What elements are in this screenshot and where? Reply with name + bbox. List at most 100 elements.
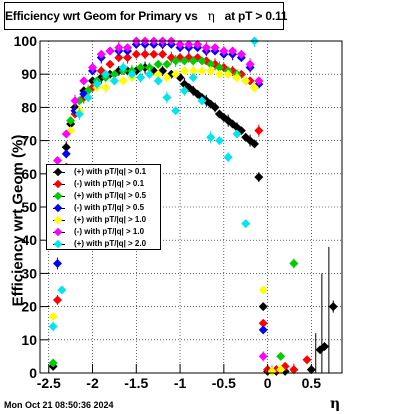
data-point bbox=[214, 69, 224, 79]
data-point bbox=[249, 82, 259, 92]
data-point bbox=[53, 295, 63, 305]
legend-marker bbox=[53, 179, 63, 189]
x-tick-label: -2.5 bbox=[37, 375, 61, 391]
data-point bbox=[96, 49, 106, 59]
x-tick-label: -1.5 bbox=[124, 375, 148, 391]
legend-entry: (+) with pT/|q| > 1.0 bbox=[47, 215, 160, 227]
data-point bbox=[302, 355, 312, 365]
data-point bbox=[153, 59, 163, 69]
data-point bbox=[241, 219, 251, 229]
legend: (+) with pT/|q| > 0.1 (-) with pT/|q| > 0… bbox=[46, 164, 161, 250]
legend-entry: (+) with pT/|q| > 0.5 bbox=[47, 191, 160, 203]
data-point bbox=[188, 73, 198, 83]
data-point bbox=[114, 43, 124, 53]
data-point bbox=[193, 39, 203, 49]
legend-label: (-) with pT/|q| > 0.1 bbox=[74, 179, 145, 188]
y-tick-label: 70 bbox=[21, 133, 37, 149]
legend-marker bbox=[53, 227, 63, 237]
data-point bbox=[184, 39, 194, 49]
data-point bbox=[210, 43, 220, 53]
data-point bbox=[232, 73, 242, 83]
data-point bbox=[219, 46, 229, 56]
data-point bbox=[48, 358, 58, 368]
data-point bbox=[171, 106, 181, 116]
title-prefix: Efficiency wrt Geom for Primary vs bbox=[5, 9, 198, 23]
y-axis-label: Efficiency wrt Geom (%) bbox=[9, 134, 27, 307]
y-tick-label: 100 bbox=[14, 33, 38, 49]
data-point bbox=[254, 172, 264, 182]
legend-entry: (+) with pT/|q| > 0.1 bbox=[47, 167, 160, 179]
data-point bbox=[79, 76, 89, 86]
data-point bbox=[144, 69, 154, 79]
legend-marker bbox=[53, 167, 63, 177]
data-point bbox=[228, 46, 238, 56]
data-point bbox=[171, 69, 181, 79]
data-point bbox=[144, 63, 154, 73]
data-point bbox=[179, 56, 189, 66]
data-point bbox=[258, 325, 268, 335]
y-tick-label: 40 bbox=[21, 232, 37, 248]
legend-label: (+) with pT/|q| > 1.0 bbox=[74, 215, 147, 224]
data-point bbox=[105, 46, 115, 56]
data-point bbox=[236, 49, 246, 59]
data-point bbox=[223, 69, 233, 79]
data-point bbox=[162, 59, 172, 69]
data-point bbox=[175, 39, 185, 49]
data-point bbox=[48, 322, 58, 332]
data-point bbox=[206, 59, 216, 69]
data-point bbox=[188, 56, 198, 66]
data-point bbox=[197, 96, 207, 106]
data-point bbox=[201, 43, 211, 53]
y-tick-label: 80 bbox=[21, 99, 37, 115]
data-point bbox=[123, 53, 133, 63]
data-point bbox=[101, 82, 111, 92]
y-tick-label: 0 bbox=[29, 365, 37, 381]
data-point bbox=[105, 59, 115, 69]
data-point bbox=[276, 365, 286, 375]
legend-entry: (-) with pT/|q| > 0.1 bbox=[47, 179, 160, 191]
data-point bbox=[118, 76, 128, 86]
data-point bbox=[258, 302, 268, 312]
chart-title: Efficiency wrt Geom for Primary vs η at pT… bbox=[5, 9, 287, 23]
data-point bbox=[223, 152, 233, 162]
x-tick-label: -1 bbox=[174, 375, 187, 391]
data-point bbox=[232, 129, 242, 139]
data-point bbox=[48, 312, 58, 322]
data-point bbox=[258, 351, 268, 361]
legend-label: (-) with pT/|q| > 1.0 bbox=[74, 227, 145, 236]
data-point bbox=[61, 149, 71, 159]
y-tick-label: 60 bbox=[21, 166, 37, 182]
x-tick-label: 0 bbox=[264, 375, 272, 391]
y-tick-label: 50 bbox=[21, 199, 37, 215]
data-point bbox=[131, 49, 141, 59]
data-point bbox=[258, 318, 268, 328]
data-point bbox=[214, 136, 224, 146]
y-tick-label: 90 bbox=[21, 66, 37, 82]
legend-marker bbox=[53, 203, 63, 213]
y-tick-label: 10 bbox=[21, 332, 37, 348]
title-box: Efficiency wrt Geom for Primary vs η at pT… bbox=[4, 2, 287, 30]
title-suffix: at pT > 0.11 bbox=[224, 9, 288, 23]
data-point bbox=[245, 59, 255, 69]
data-point bbox=[179, 66, 189, 76]
data-point bbox=[249, 139, 259, 149]
data-point bbox=[149, 49, 159, 59]
data-point bbox=[101, 69, 111, 79]
legend-entry: (-) with pT/|q| > 1.0 bbox=[47, 227, 160, 239]
legend-label: (+) with pT/|q| > 0.1 bbox=[74, 167, 147, 176]
data-point bbox=[123, 43, 133, 53]
data-point bbox=[179, 86, 189, 96]
data-point bbox=[289, 258, 299, 268]
data-point bbox=[254, 126, 264, 136]
data-point bbox=[232, 122, 242, 132]
data-point bbox=[61, 142, 71, 152]
data-point bbox=[153, 76, 163, 86]
data-point bbox=[57, 285, 67, 295]
legend-entry: (-) with pT/|q| > 0.5 bbox=[47, 203, 160, 215]
data-point bbox=[140, 49, 150, 59]
data-point bbox=[136, 73, 146, 83]
x-axis-label: η bbox=[330, 396, 341, 412]
data-point bbox=[153, 69, 163, 79]
data-point bbox=[241, 76, 251, 86]
